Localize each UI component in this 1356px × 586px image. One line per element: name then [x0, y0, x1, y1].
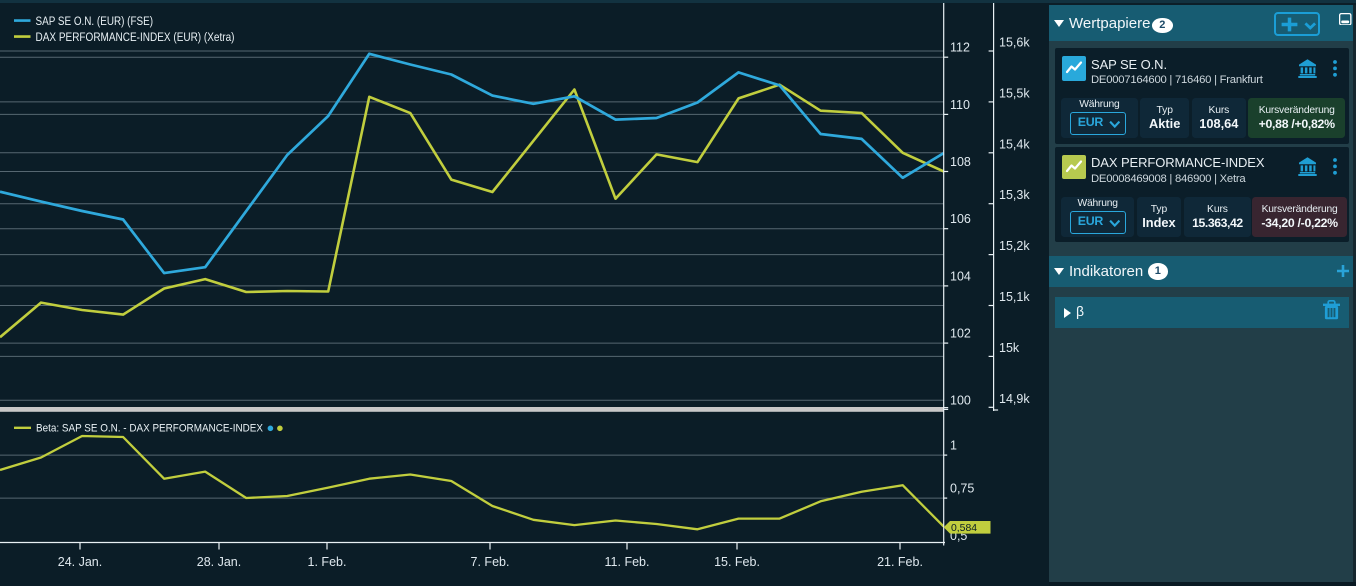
svg-text:15,3k: 15,3k	[999, 188, 1030, 202]
svg-text:15,4k: 15,4k	[999, 137, 1030, 151]
svg-text:15,2k: 15,2k	[999, 239, 1030, 253]
svg-text:15. Feb.: 15. Feb.	[714, 555, 760, 569]
svg-text:0,75: 0,75	[950, 482, 974, 496]
svg-text:110: 110	[950, 98, 970, 112]
svg-text:100: 100	[950, 394, 971, 408]
svg-text:106: 106	[950, 212, 971, 226]
svg-text:Beta: SAP SE O.N. - DAX PERFOR: Beta: SAP SE O.N. - DAX PERFORMANCE-INDE…	[36, 423, 264, 435]
svg-text:1. Feb.: 1. Feb.	[308, 555, 347, 569]
svg-text:21. Feb.: 21. Feb.	[877, 555, 923, 569]
svg-text:28. Jan.: 28. Jan.	[197, 555, 241, 569]
svg-text:0,584: 0,584	[951, 523, 977, 534]
svg-text:112: 112	[950, 41, 970, 55]
svg-text:DAX PERFORMANCE-INDEX (EUR) (X: DAX PERFORMANCE-INDEX (EUR) (Xetra)	[36, 30, 235, 44]
svg-text:24. Jan.: 24. Jan.	[58, 555, 102, 569]
svg-text:SAP SE O.N. (EUR) (FSE): SAP SE O.N. (EUR) (FSE)	[36, 14, 154, 28]
svg-text:15,6k: 15,6k	[999, 36, 1030, 50]
svg-text:15,1k: 15,1k	[999, 290, 1030, 304]
svg-text:1: 1	[950, 439, 957, 453]
svg-text:7. Feb.: 7. Feb.	[471, 555, 510, 569]
svg-text:15,5k: 15,5k	[999, 86, 1030, 100]
svg-text:108: 108	[950, 155, 971, 169]
svg-text:14,9k: 14,9k	[999, 392, 1030, 406]
svg-text:11. Feb.: 11. Feb.	[605, 555, 650, 569]
svg-text:104: 104	[950, 269, 971, 283]
svg-text:102: 102	[950, 327, 971, 341]
svg-text:15k: 15k	[999, 341, 1020, 355]
